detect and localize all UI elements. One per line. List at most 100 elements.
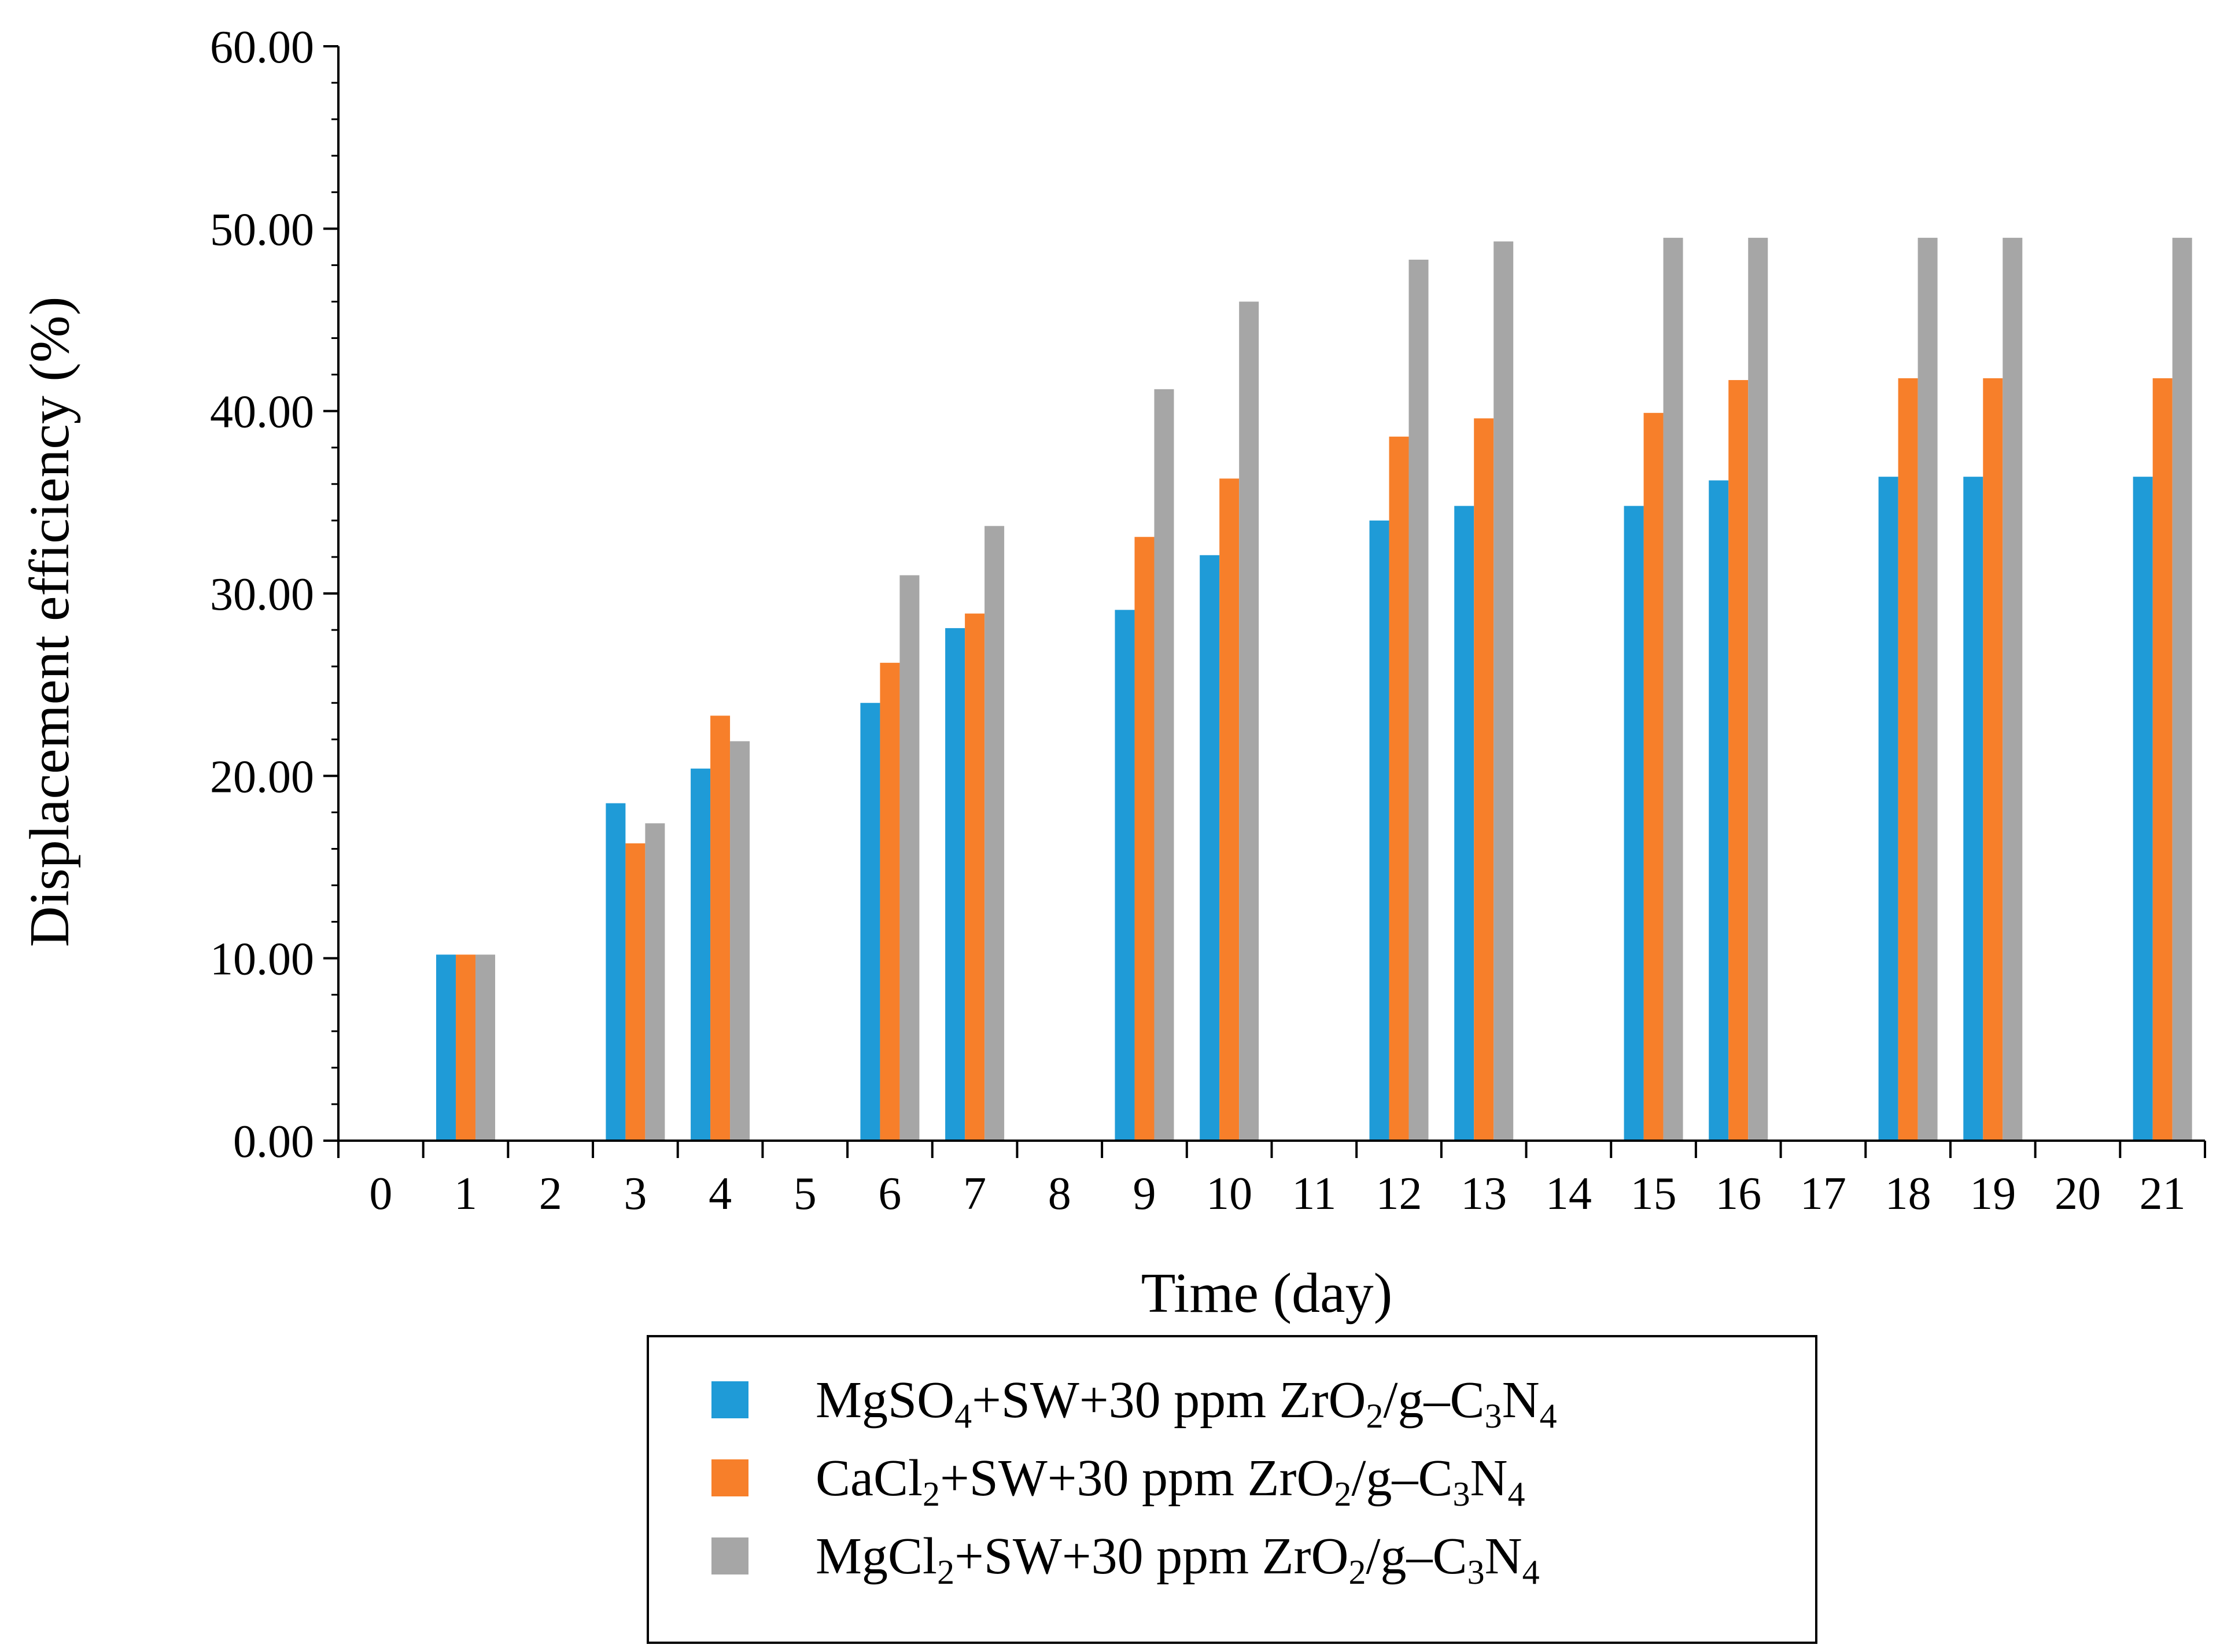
x-tick-label: 9 (1133, 1168, 1156, 1219)
bar-series-3-day-12 (1408, 259, 1429, 1141)
bar-series-3-day-1 (475, 954, 496, 1141)
bar-series-2-day-18 (1898, 378, 1918, 1141)
legend-label-part: N (1485, 1528, 1522, 1585)
legend-swatch-series-1 (711, 1381, 748, 1418)
bar-series-3-day-6 (899, 575, 920, 1141)
legend-label-part: MgSO (816, 1371, 954, 1429)
x-tick-label: 8 (1048, 1168, 1071, 1219)
bar-series-2-day-9 (1134, 537, 1155, 1141)
bar-series-3-day-16 (1748, 238, 1768, 1141)
bar-series-2-day-21 (2152, 378, 2173, 1141)
x-tick-label: 7 (963, 1168, 986, 1219)
bar-series-3-day-15 (1663, 238, 1683, 1141)
bar-series-2-day-12 (1389, 436, 1409, 1141)
legend-label-part: /g–C (1351, 1450, 1452, 1507)
bar-series-2-day-19 (1983, 378, 2003, 1141)
x-tick-label: 1 (454, 1168, 477, 1219)
bar-series-2-day-15 (1643, 412, 1664, 1141)
bar-series-1-day-1 (436, 954, 456, 1141)
bar-series-1-day-6 (860, 703, 880, 1141)
y-tick-label: 20.00 (210, 751, 314, 802)
x-tick-label: 17 (1800, 1168, 1846, 1219)
y-tick-label: 50.00 (210, 204, 314, 255)
legend-label-series-3: MgCl2+SW+30 ppm ZrO2/g–C3N4 (816, 1528, 1540, 1591)
bar-series-1-day-18 (1878, 477, 1898, 1141)
x-tick-label: 20 (2055, 1168, 2101, 1219)
bar-series-1-day-9 (1115, 610, 1135, 1141)
bar-series-3-day-7 (984, 526, 1005, 1141)
bar-series-3-day-9 (1154, 389, 1174, 1141)
legend-label-part: 4 (954, 1397, 972, 1435)
bars-layer (436, 238, 2192, 1141)
x-tick-label: 14 (1546, 1168, 1592, 1219)
bar-series-2-day-10 (1219, 478, 1240, 1141)
legend-label-part: /g–C (1366, 1528, 1467, 1585)
bar-series-2-day-16 (1728, 380, 1749, 1141)
bar-series-3-day-13 (1493, 241, 1514, 1141)
x-tick-label: 3 (624, 1168, 647, 1219)
x-tick-label: 10 (1206, 1168, 1252, 1219)
bar-series-1-day-13 (1454, 506, 1474, 1141)
legend-label-part: N (1502, 1371, 1540, 1429)
x-tick-label: 13 (1461, 1168, 1507, 1219)
legend-label-part: 3 (1453, 1475, 1470, 1513)
y-tick-label: 0.00 (233, 1116, 314, 1167)
bar-series-3-day-4 (730, 741, 750, 1141)
legend-label-series-1: MgSO4+SW+30 ppm ZrO2/g–C3N4 (816, 1371, 1557, 1435)
bar-series-3-day-18 (1917, 238, 1938, 1141)
x-tick-label: 4 (709, 1168, 732, 1219)
legend-label-part: +SW+30 ppm ZrO (972, 1371, 1366, 1429)
legend-label-part: CaCl (816, 1450, 923, 1507)
x-tick-label: 15 (1631, 1168, 1677, 1219)
x-tick-label: 0 (369, 1168, 392, 1219)
bar-series-1-day-3 (606, 803, 626, 1141)
legend-label-part: 2 (1349, 1553, 1366, 1591)
bar-series-1-day-19 (1963, 477, 1983, 1141)
axes-layer (323, 45, 2206, 1158)
x-tick-label: 16 (1715, 1168, 1761, 1219)
y-tick-label: 10.00 (210, 934, 314, 985)
bar-series-1-day-10 (1200, 555, 1220, 1141)
bar-series-3-day-21 (2172, 238, 2192, 1141)
legend-swatch-series-2 (711, 1459, 748, 1496)
legend-label-part: 4 (1540, 1397, 1557, 1435)
y-tick-label: 60.00 (210, 22, 314, 73)
bar-series-1-day-4 (691, 768, 711, 1141)
bar-series-1-day-21 (2133, 477, 2153, 1141)
bar-series-2-day-13 (1474, 418, 1494, 1141)
x-tick-label: 6 (878, 1168, 901, 1219)
legend-label-part: 4 (1522, 1553, 1540, 1591)
legend-label-part: 2 (1334, 1475, 1351, 1513)
x-tick-label: 12 (1376, 1168, 1422, 1219)
x-tick-label: 19 (1970, 1168, 2016, 1219)
legend-box (647, 1335, 1817, 1644)
bar-series-2-day-4 (710, 716, 731, 1141)
bar-series-3-day-10 (1239, 301, 1259, 1141)
legend-label-series-2: CaCl2+SW+30 ppm ZrO2/g–C3N4 (816, 1450, 1525, 1513)
y-axis-title: Displacement efficiency (%) (19, 297, 81, 947)
legend-label-part: 2 (923, 1475, 940, 1513)
legend-label-part: 2 (1366, 1397, 1384, 1435)
x-tick-label: 5 (794, 1168, 817, 1219)
legend-label-part: 3 (1467, 1553, 1485, 1591)
bar-series-1-day-7 (945, 628, 965, 1141)
legend-label-part: +SW+30 ppm ZrO (954, 1528, 1348, 1585)
legend-label-part: 2 (937, 1553, 954, 1591)
bar-series-1-day-12 (1369, 520, 1389, 1141)
x-axis-title: Time (day) (1141, 1262, 1393, 1325)
x-tick-label: 2 (539, 1168, 562, 1219)
legend-swatch-series-3 (711, 1537, 748, 1574)
y-tick-label: 40.00 (210, 387, 314, 438)
bar-series-1-day-15 (1624, 506, 1644, 1141)
bar-series-2-day-3 (625, 843, 646, 1141)
x-tick-label: 11 (1292, 1168, 1336, 1219)
legend-label-part: N (1470, 1450, 1508, 1507)
legend-label-part: 4 (1508, 1475, 1525, 1513)
bar-series-1-day-16 (1709, 480, 1729, 1141)
legend-label-part: +SW+30 ppm ZrO (940, 1450, 1334, 1507)
x-tick-label: 21 (2140, 1168, 2186, 1219)
